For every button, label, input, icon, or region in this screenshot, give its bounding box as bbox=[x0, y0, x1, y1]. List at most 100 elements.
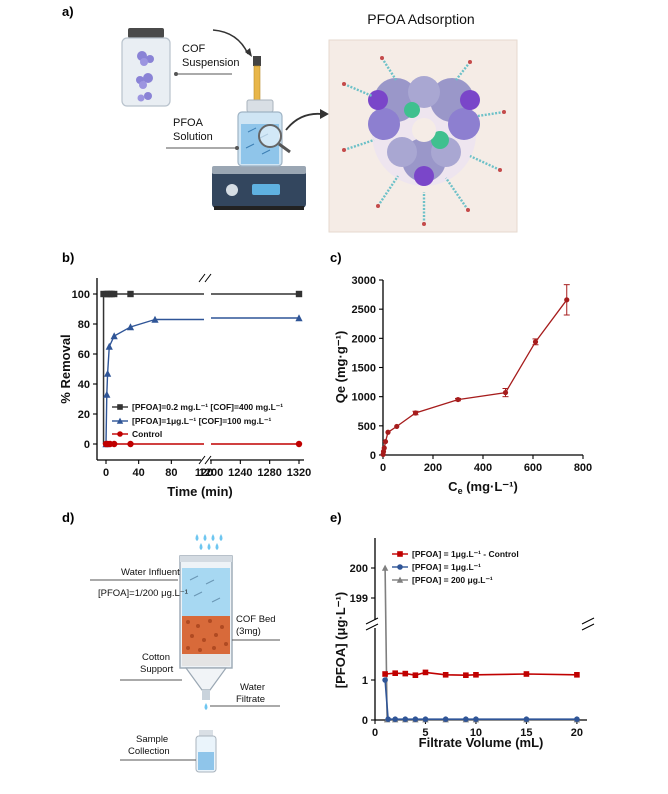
chart-b-point bbox=[110, 290, 118, 298]
chart-e-ytick-label: 1 bbox=[362, 675, 368, 687]
chart-e-xtick-label: 20 bbox=[571, 727, 583, 739]
pfoa-conc-label: [PFOA]=1/200 μg.L⁻¹ bbox=[98, 588, 188, 599]
chart-e-ylabel: [PFOA] (μg·L⁻¹) bbox=[333, 592, 348, 688]
panel-a-label: a) bbox=[62, 4, 74, 19]
chart-e-point bbox=[402, 670, 409, 677]
chart-b-point bbox=[127, 290, 134, 298]
chart-b-point bbox=[295, 290, 303, 298]
chart-e-point bbox=[422, 669, 429, 676]
chart-e-axis-break bbox=[365, 617, 595, 631]
chart-b-ytick-label: 80 bbox=[78, 319, 90, 331]
chart-b-point bbox=[126, 323, 135, 331]
chart-b-ytick-label: 0 bbox=[84, 439, 90, 451]
chart-c-point bbox=[564, 297, 570, 303]
chart-c-ytick-label: 2500 bbox=[352, 304, 376, 316]
chart-c-xlabel-sub: e bbox=[458, 486, 463, 496]
chart-b-axis-break bbox=[198, 272, 212, 466]
chart-b-xlabel: Time (min) bbox=[167, 484, 233, 499]
chart-c-series-line bbox=[382, 299, 568, 455]
chart-b-ytick-label: 20 bbox=[78, 409, 90, 421]
chart-b-point bbox=[103, 390, 111, 398]
column-icon bbox=[179, 555, 233, 710]
chart-e-xtick-label: 10 bbox=[470, 727, 482, 739]
chart-c-ytick-label: 2000 bbox=[352, 333, 376, 345]
droplets-icon bbox=[195, 534, 223, 550]
chart-e-point bbox=[412, 716, 419, 722]
chart-b-legend-marker bbox=[116, 417, 124, 424]
chart-c-xtick-label: 0 bbox=[380, 462, 386, 474]
chart-e-point bbox=[473, 716, 479, 722]
chart-c-xtick-label: 400 bbox=[474, 462, 492, 474]
cof-bed-label-2: (3mg) bbox=[236, 626, 261, 637]
chart-e-legend-label: [PFOA] = 1μg.L⁻¹ bbox=[412, 562, 481, 572]
chart-c-ytick-label: 0 bbox=[370, 450, 376, 462]
sample-vial-icon bbox=[195, 730, 217, 773]
chart-b-series-line-right bbox=[155, 317, 299, 321]
chart-b-point bbox=[100, 290, 107, 298]
chart-c-point bbox=[382, 438, 389, 445]
chart-b-xtick-label: 1320 bbox=[287, 467, 311, 479]
chart-c-point bbox=[385, 429, 391, 435]
chart-e-point bbox=[523, 716, 530, 722]
chart-e-point bbox=[473, 672, 479, 678]
cof-bed-label-1: COF Bed bbox=[236, 614, 276, 625]
chart-e-ytick-label: 0 bbox=[362, 715, 368, 727]
chart-e-xtick-label: 0 bbox=[372, 727, 378, 739]
chart-c-ytick-label: 3000 bbox=[352, 275, 376, 287]
chart-c-point bbox=[394, 423, 400, 430]
chart-e-point bbox=[392, 670, 398, 676]
chart-b-xtick-label: 80 bbox=[165, 467, 177, 479]
cof-suspension-label-1: COF bbox=[182, 43, 206, 55]
water-influent-label: Water Influent bbox=[121, 567, 180, 578]
chart-c-xtick-label: 600 bbox=[524, 462, 542, 474]
pfoa-solution-label-2: Solution bbox=[173, 131, 213, 143]
chart-e-series-line bbox=[384, 567, 577, 721]
chart-e-legend-marker bbox=[397, 564, 403, 570]
chart-e-legend-label: [PFOA] = 200 μg.L⁻¹ bbox=[412, 575, 493, 585]
chart-b-point bbox=[295, 314, 303, 322]
arrow-to-inset-icon bbox=[285, 112, 323, 131]
chart-b-xtick-label: 40 bbox=[133, 467, 145, 479]
panel-c-label: c) bbox=[330, 250, 342, 265]
chart-c-xlabel-main: C bbox=[448, 479, 458, 494]
chart-e-xtick-label: 15 bbox=[520, 727, 532, 739]
magnifier-icon bbox=[258, 124, 291, 154]
chart-e-point bbox=[422, 716, 429, 722]
chart-c-xlabel-unit: (mg·L⁻¹) bbox=[463, 479, 518, 494]
chart-c-point bbox=[532, 339, 539, 345]
chart-e-point bbox=[463, 716, 469, 722]
pfoa-solution-label-1: PFOA bbox=[173, 117, 204, 129]
chart-e-point bbox=[574, 672, 580, 678]
sample-label-1: Sample bbox=[136, 734, 168, 745]
chart-c-xlabel: Ce (mg·L⁻¹) bbox=[448, 479, 518, 496]
chart-c-point bbox=[412, 410, 419, 416]
chart-b-point bbox=[295, 440, 303, 448]
inset-title: PFOA Adsorption bbox=[367, 11, 474, 27]
chart-b-ytick-label: 60 bbox=[78, 349, 90, 361]
filtrate-label-1: Water bbox=[240, 682, 265, 693]
chart-b-point bbox=[104, 369, 112, 377]
panel-d: d) bbox=[62, 510, 280, 773]
chart-c-point bbox=[381, 445, 387, 451]
chart-e-point bbox=[442, 716, 449, 722]
panel-b-label: b) bbox=[62, 250, 74, 265]
chart-e-legend-label: [PFOA] = 1μg.L⁻¹ - Control bbox=[412, 549, 519, 559]
chart-e-series-line bbox=[384, 679, 577, 720]
chart-e-legend: [PFOA] = 1μg.L⁻¹ - Control [PFOA] = 1μg.L… bbox=[392, 549, 519, 585]
chart-e-point bbox=[392, 716, 398, 722]
chart-e-point bbox=[523, 671, 530, 677]
chart-b-point bbox=[110, 440, 118, 448]
chart-b-ytick-label: 40 bbox=[78, 379, 90, 391]
panel-a: a) COF Suspension bbox=[62, 4, 518, 233]
curved-arrow-icon bbox=[212, 29, 249, 55]
chart-b-point bbox=[110, 332, 118, 340]
chart-b-xtick-label: 1200 bbox=[199, 467, 223, 479]
filtrate-label-2: Filtrate bbox=[236, 694, 265, 705]
chart-b-point bbox=[105, 342, 113, 350]
panel-e: e) 0 1 199 200 0 5 10 15 20 [PFOA] (μg·L⁻¹) Fil… bbox=[330, 510, 595, 750]
chart-b-point bbox=[151, 315, 159, 323]
chart-e-point bbox=[381, 564, 389, 571]
chart-b-xtick-label: 1280 bbox=[257, 467, 281, 479]
chart-b-point bbox=[127, 440, 134, 448]
